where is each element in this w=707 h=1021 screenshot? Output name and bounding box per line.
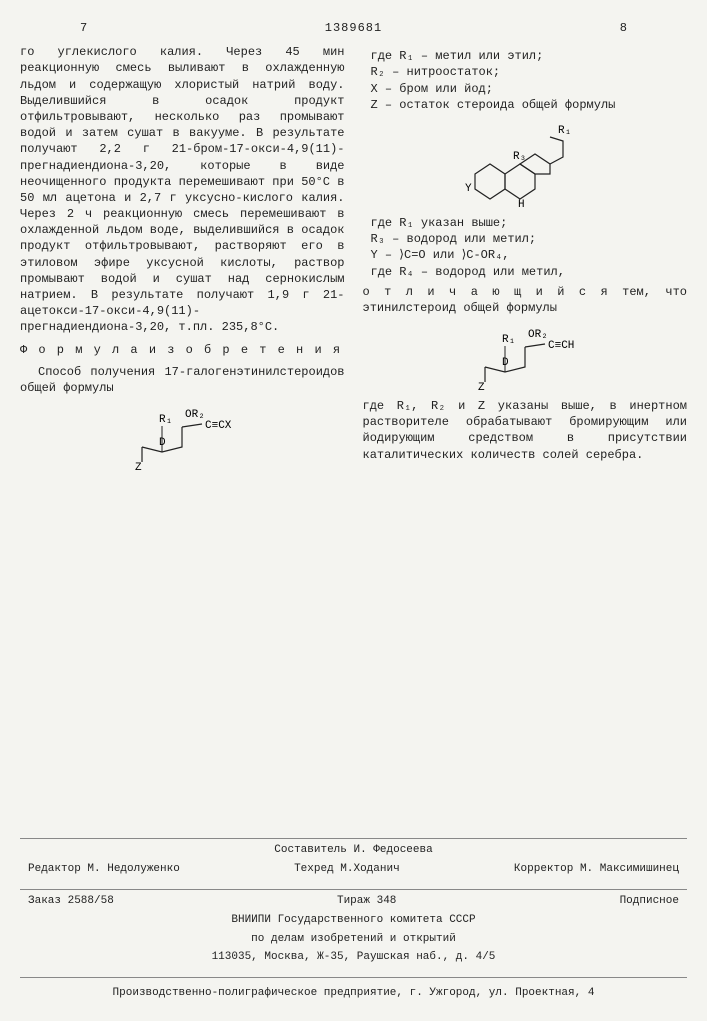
label-R1: R₁	[502, 334, 515, 346]
press-imprint: Производственно-полиграфическое предприя…	[20, 986, 687, 1001]
claim-intro: Способ получения 17-галогенэтинилстероид…	[20, 364, 345, 396]
claims-heading: Ф о р м у л а и з о б р е т е н и я	[20, 342, 345, 358]
org-line-1: ВНИИПИ Государственного комитета СССР	[20, 913, 687, 928]
def-line: R₃ – водород или метил;	[371, 231, 688, 247]
label-R1: R₁	[558, 125, 571, 137]
def-line: Z – остаток стероида общей формулы	[371, 97, 688, 113]
divider	[20, 977, 687, 978]
right-column: где R₁ – метил или этил; R₂ – нитроостат…	[363, 44, 688, 478]
definitions-2: где R₁ указан выше; R₃ – водород или мет…	[371, 215, 688, 280]
def-line: где R₄ – водород или метил,	[371, 264, 688, 280]
left-column: го углекислого калия. Через 45 мин реакц…	[20, 44, 345, 478]
footer: Составитель И. Федосеева Редактор М. Нед…	[20, 838, 687, 1001]
def-line: X – бром или йод;	[371, 81, 688, 97]
label-Y: Y	[465, 183, 472, 195]
label-Z: Z	[478, 382, 485, 392]
compiler-line: Составитель И. Федосеева	[20, 843, 687, 858]
label-D: D	[502, 357, 509, 369]
order-number: Заказ 2588/58	[28, 894, 114, 909]
corrector: Корректор М. Максимишинец	[514, 862, 679, 877]
label-R3: R₃	[513, 151, 526, 163]
editor: Редактор М. Недолуженко	[28, 862, 180, 877]
definitions-1: где R₁ – метил или этил; R₂ – нитроостат…	[371, 48, 688, 113]
techred: Техред М.Ходанич	[294, 862, 400, 877]
label-CCX: C≡CX	[205, 420, 232, 432]
label-D: D	[159, 437, 166, 449]
def-line: где R₁ – метил или этил;	[371, 48, 688, 64]
org-address: 113035, Москва, Ж-35, Раушская наб., д. …	[20, 950, 687, 965]
distinguishing-clause: о т л и ч а ю щ и й с я тем, что этинилс…	[363, 284, 688, 316]
tirazh: Тираж 348	[337, 894, 396, 909]
chemical-structure-2: R₁ R₃ Y H	[455, 119, 595, 209]
org-line-2: по делам изобретений и открытий	[20, 932, 687, 947]
podpisnoe: Подписное	[620, 894, 679, 909]
def-line: Y – ⟩C=O или ⟩C-OR₄,	[371, 247, 688, 263]
divider	[20, 889, 687, 890]
label-Z: Z	[135, 462, 142, 472]
def-line: R₂ – нитроостаток;	[371, 64, 688, 80]
label-H: H	[518, 199, 525, 209]
label-OR2: OR₂	[185, 409, 205, 421]
chemical-structure-1: R₁ OR₂ C≡CX Z D	[107, 402, 257, 472]
credits-row: Редактор М. Недолуженко Техред М.Ходанич…	[20, 862, 687, 877]
label-OR2: OR₂	[528, 329, 548, 341]
claim-tail: где R₁, R₂ и Z указаны выше, в инертном …	[363, 398, 688, 463]
page-number-left: 7	[80, 20, 87, 36]
page-header: 7 1389681 8	[20, 20, 687, 36]
two-column-content: го углекислого калия. Через 45 мин реакц…	[20, 44, 687, 478]
def-line: где R₁ указан выше;	[371, 215, 688, 231]
compiler-label: Составитель	[274, 844, 347, 856]
compiler-name: И. Федосеева	[354, 844, 433, 856]
chemical-structure-3: R₁ OR₂ C≡CH Z D	[450, 322, 600, 392]
order-row: Заказ 2588/58 Тираж 348 Подписное	[20, 894, 687, 909]
label-R1: R₁	[159, 414, 172, 426]
document-number: 1389681	[325, 20, 382, 36]
label-CCH: C≡CH	[548, 340, 574, 352]
body-paragraph: го углекислого калия. Через 45 мин реакц…	[20, 44, 345, 335]
page-number-right: 8	[620, 20, 627, 36]
divider	[20, 838, 687, 839]
